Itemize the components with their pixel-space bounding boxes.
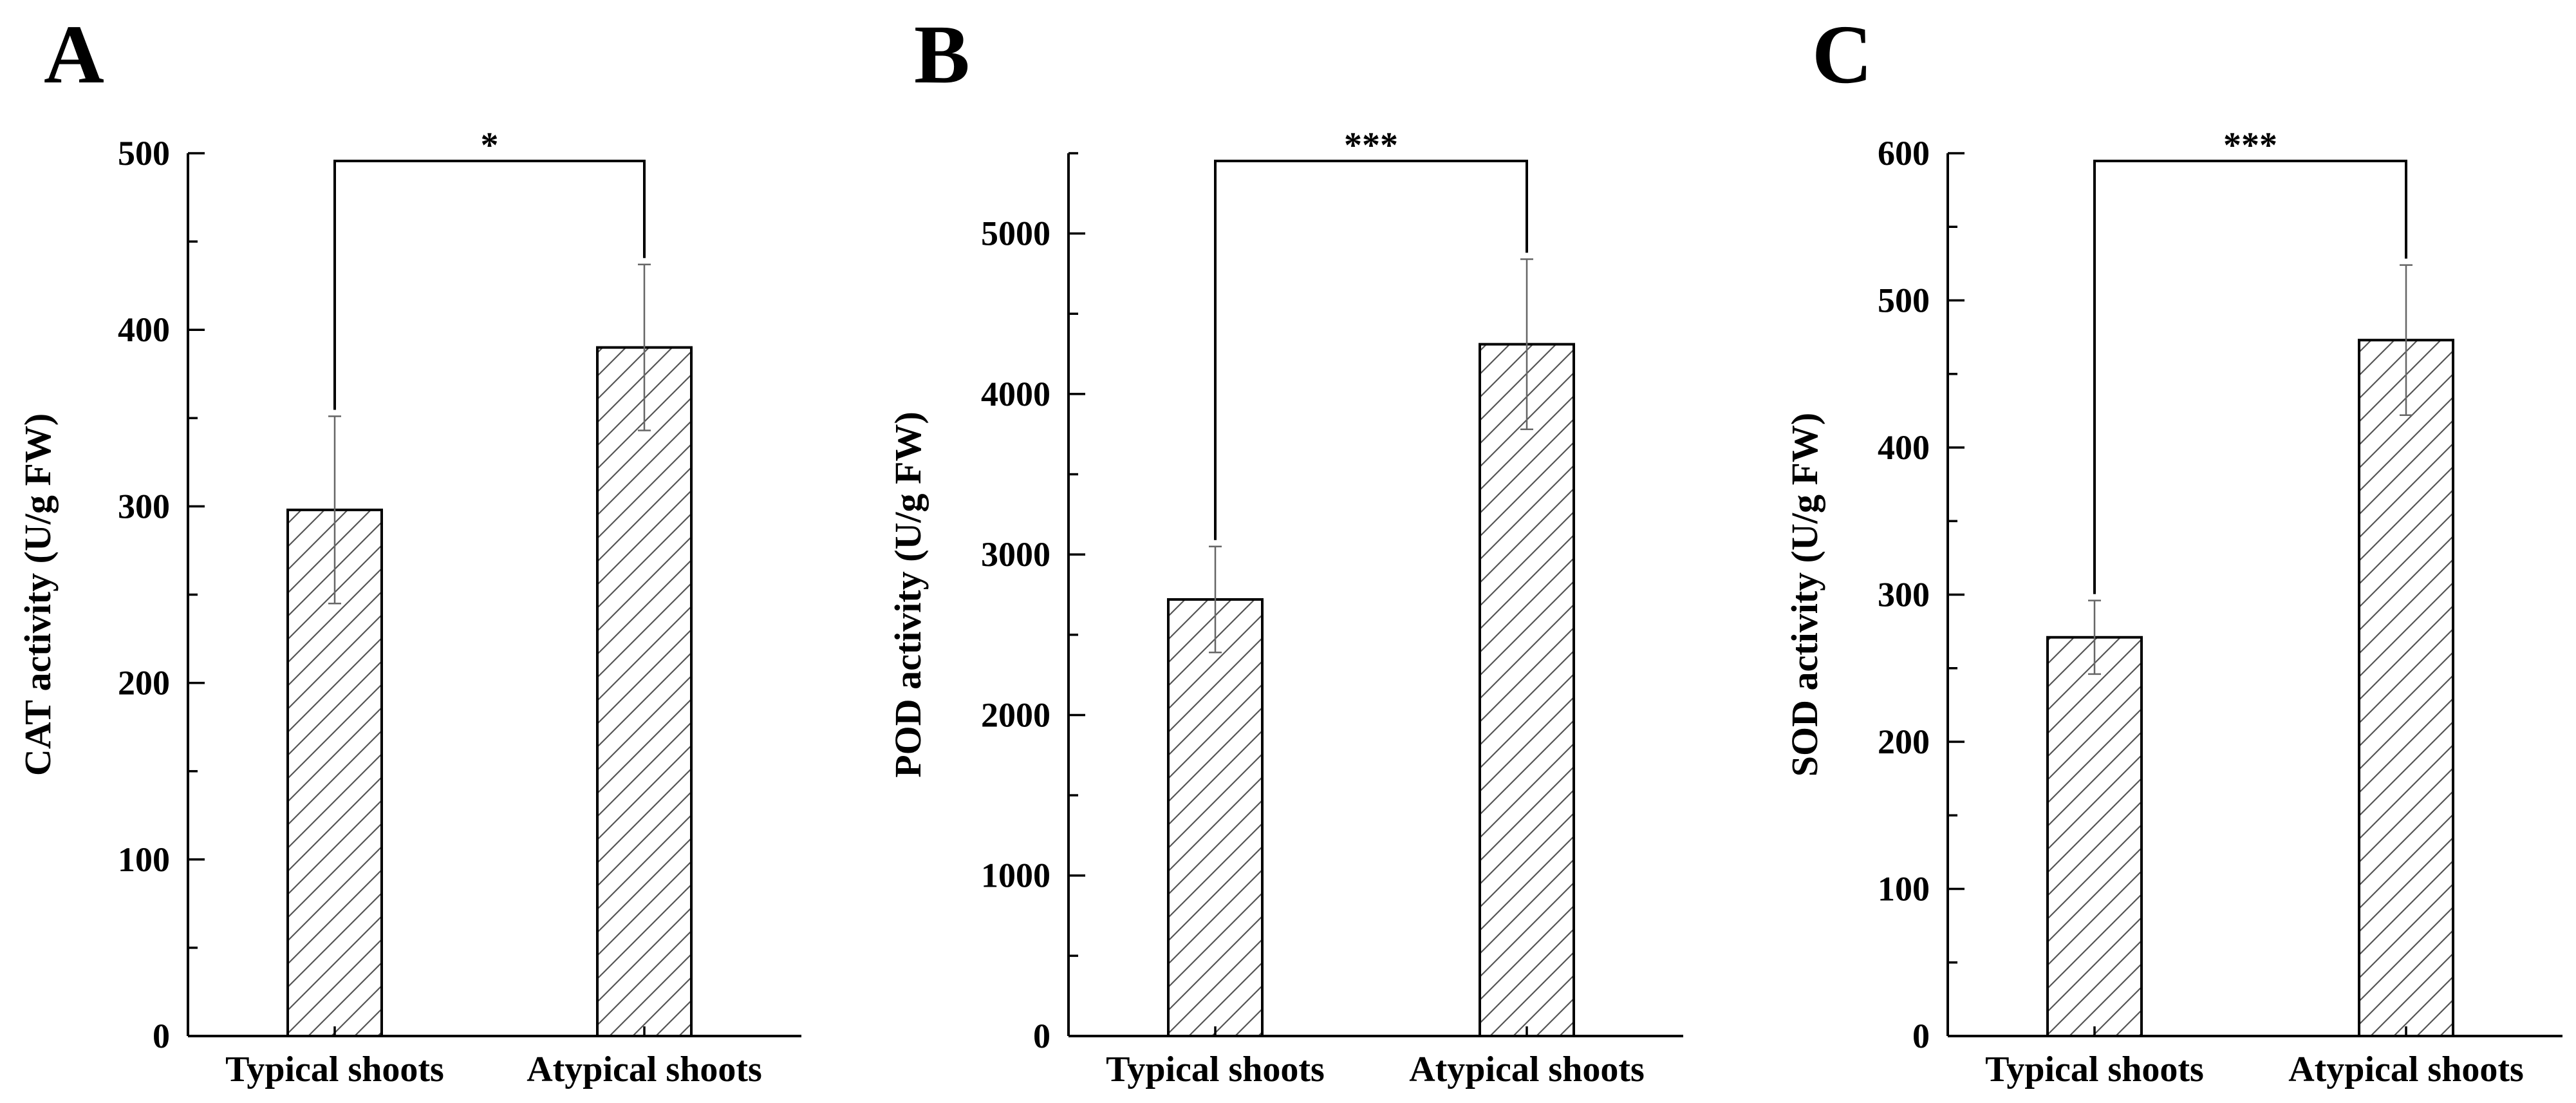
y-tick-label: 100 (118, 840, 170, 879)
bar-typical (2046, 636, 2143, 1037)
panel-c: C 0 100 200 300 400 500 600 SOD activity (U/g FW… (1784, 8, 2562, 1089)
y-tick-label: 4000 (981, 375, 1050, 413)
y-tick-label: 0 (1033, 1017, 1050, 1055)
y-tick-label: 400 (118, 310, 170, 349)
panel-letter: B (914, 8, 970, 101)
chart-panels: A 0 100 200 300 400 500 CAT activity (U/g FW) Ty… (17, 8, 2562, 1089)
panel-letter: A (44, 8, 104, 101)
x-tick-label: Typical shoots (1106, 1050, 1325, 1089)
bar-atypical (1479, 343, 1575, 1037)
y-tick-label: 500 (118, 134, 170, 173)
x-tick-label: Typical shoots (225, 1050, 444, 1089)
x-tick-label: Atypical shoots (1409, 1050, 1645, 1089)
y-tick-label: 300 (1878, 576, 1930, 614)
bar-typical (1167, 598, 1264, 1037)
panel-a: A 0 100 200 300 400 500 CAT activity (U/g FW) Ty… (17, 8, 801, 1089)
significance-label: * (481, 126, 499, 165)
x-tick-label: Atypical shoots (2288, 1050, 2524, 1089)
y-tick-label: 5000 (981, 214, 1050, 253)
y-axis-title: POD activity (U/g FW) (887, 411, 929, 778)
significance-label: *** (1344, 126, 1398, 165)
y-tick-label: 3000 (981, 535, 1050, 574)
panel-letter: C (1812, 8, 1872, 101)
panel-b: B 0 1000 2000 3000 4000 5000 POD activity (U/g … (887, 8, 1683, 1089)
y-tick-label: 200 (1878, 722, 1930, 761)
y-tick-label: 500 (1878, 281, 1930, 320)
y-tick-label: 0 (1912, 1017, 1930, 1055)
significance-bracket (1214, 160, 1528, 540)
significance-bracket (333, 160, 646, 410)
significance-label: *** (2223, 126, 2277, 165)
y-tick-label: 0 (153, 1017, 170, 1055)
bar-atypical (2358, 339, 2454, 1038)
y-axis-title: CAT activity (U/g FW) (17, 413, 59, 776)
y-tick-label: 1000 (981, 856, 1050, 895)
y-tick-label: 600 (1878, 134, 1930, 173)
x-tick-label: Atypical shoots (527, 1050, 762, 1089)
y-tick-label: 300 (118, 487, 170, 525)
y-tick-label: 2000 (981, 695, 1050, 734)
y-tick-label: 100 (1878, 870, 1930, 909)
y-axis-title: SOD activity (U/g FW) (1784, 413, 1825, 777)
x-tick-label: Typical shoots (1985, 1050, 2204, 1089)
y-tick-label: 200 (118, 664, 170, 702)
significance-bracket (2093, 160, 2407, 594)
bar-atypical (596, 346, 693, 1037)
y-tick-label: 400 (1878, 428, 1930, 467)
